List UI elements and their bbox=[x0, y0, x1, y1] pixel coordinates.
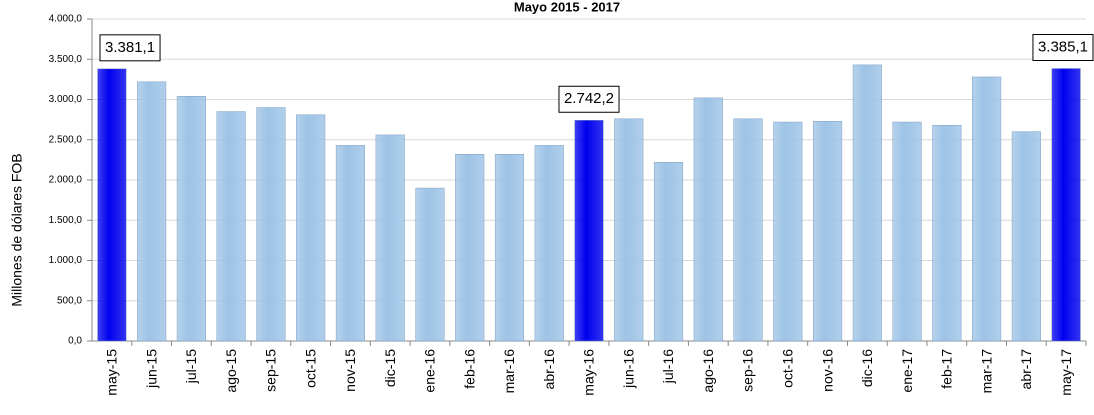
x-tick-label: may-17 bbox=[1058, 349, 1074, 396]
x-tick-label: mar-16 bbox=[501, 349, 517, 394]
x-tick-label: jun-16 bbox=[620, 349, 636, 389]
bar bbox=[773, 121, 803, 342]
bar bbox=[137, 81, 167, 342]
x-tick-label: may-15 bbox=[104, 349, 120, 396]
x-tick-label: dic-16 bbox=[859, 349, 875, 387]
x-tick-label: abr-16 bbox=[541, 349, 557, 390]
x-tick-label: ene-17 bbox=[899, 349, 915, 393]
bar bbox=[216, 111, 246, 342]
bar bbox=[733, 118, 763, 342]
bar bbox=[614, 118, 644, 342]
bar bbox=[176, 96, 206, 342]
bar bbox=[852, 64, 882, 342]
x-tick-label: sep-16 bbox=[740, 349, 756, 392]
x-tick-label: feb-16 bbox=[461, 349, 477, 389]
bar bbox=[1011, 131, 1041, 342]
value-label-box bbox=[558, 85, 620, 113]
y-tick-label: 0,0 bbox=[68, 336, 82, 347]
y-tick-label: 1.500,0 bbox=[49, 215, 83, 226]
y-tick-label: 2.500,0 bbox=[49, 134, 83, 145]
x-tick-label: jun-15 bbox=[143, 349, 159, 389]
x-tick-label: oct-16 bbox=[780, 349, 796, 388]
bar bbox=[574, 120, 604, 342]
x-tick-label: ene-16 bbox=[422, 349, 438, 393]
bar bbox=[296, 114, 326, 342]
value-label-box bbox=[99, 34, 161, 62]
bar bbox=[1051, 68, 1081, 342]
bar bbox=[972, 76, 1002, 342]
value-label: 3.385,1 bbox=[1038, 38, 1088, 55]
bar bbox=[693, 97, 723, 342]
y-axis-label: Millones de dólares FOB bbox=[9, 153, 25, 306]
value-label-box bbox=[1032, 33, 1094, 61]
bar bbox=[256, 107, 286, 342]
x-tick-label: oct-15 bbox=[302, 349, 318, 388]
x-tick-label: abr-17 bbox=[1018, 349, 1034, 390]
bar bbox=[534, 145, 564, 342]
x-tick-label: dic-15 bbox=[382, 349, 398, 387]
x-tick-label: ago-16 bbox=[700, 349, 716, 393]
x-tick-label: feb-17 bbox=[939, 349, 955, 389]
y-tick-label: 1.000,0 bbox=[49, 255, 83, 266]
bar bbox=[375, 134, 405, 342]
bar bbox=[892, 121, 922, 342]
x-tick-label: ago-15 bbox=[223, 349, 239, 393]
bar bbox=[415, 187, 445, 342]
bar bbox=[494, 153, 525, 342]
bar bbox=[455, 153, 485, 342]
x-tick-label: jul-16 bbox=[660, 349, 676, 384]
chart-title: Mayo 2015 - 2017 bbox=[514, 0, 620, 14]
x-tick-label: nov-15 bbox=[342, 349, 358, 392]
x-tick-label: jul-15 bbox=[183, 349, 199, 384]
bar bbox=[335, 145, 366, 342]
bar bbox=[653, 162, 684, 342]
y-tick-label: 2.000,0 bbox=[49, 175, 83, 186]
y-tick-label: 3.000,0 bbox=[49, 94, 83, 105]
value-label: 3.381,1 bbox=[105, 39, 155, 56]
y-tick-label: 4.000,0 bbox=[49, 14, 83, 25]
x-tick-label: mar-17 bbox=[978, 349, 994, 394]
x-tick-label: may-16 bbox=[581, 349, 597, 396]
bar bbox=[932, 125, 962, 342]
bar bbox=[97, 68, 127, 342]
x-tick-label: sep-15 bbox=[263, 349, 279, 392]
bar bbox=[812, 120, 843, 342]
x-tick-label: nov-16 bbox=[819, 349, 835, 392]
y-tick-label: 3.500,0 bbox=[49, 54, 83, 65]
y-tick-label: 500,0 bbox=[57, 295, 82, 306]
value-label: 2.742,2 bbox=[564, 90, 614, 107]
